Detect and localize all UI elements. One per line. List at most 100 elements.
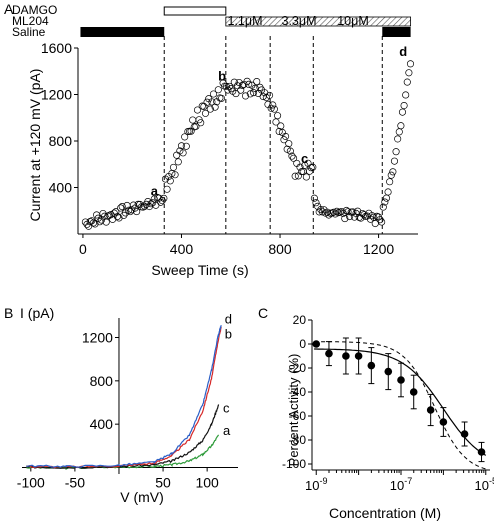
panel-a-treatment-bar: [382, 27, 411, 37]
panel-b: 400 800 1200 -100 -50 50 100 ac bd: [17, 311, 238, 491]
panel-c-data-point: [354, 352, 363, 360]
panel-c-data-point: [342, 352, 350, 360]
panel-a-data-point: [174, 158, 182, 166]
panel-a-data-point: [397, 122, 405, 130]
panel-a-concentration-label: 1.1μM: [228, 14, 263, 28]
panel-a-data-point: [309, 163, 317, 171]
panel-a-data-point: [232, 90, 240, 98]
panel-a-data-point: [379, 203, 387, 211]
panel-a-data-point: [86, 218, 94, 226]
panel-a-annotation: a: [151, 184, 159, 199]
panel-a-data-point: [270, 105, 278, 113]
panel-a-data-point: [403, 78, 411, 86]
panel-a-data-point: [222, 82, 230, 90]
panel-a-data-point: [376, 216, 384, 224]
panel-a-data-point: [398, 108, 407, 116]
panel-c-data-point: [325, 349, 333, 358]
panel-a-data-point: [384, 188, 392, 196]
panel-c-xtick-label: 10-9: [305, 476, 327, 493]
panel-a-data-point: [225, 82, 234, 90]
panel-a-data-point: [400, 102, 408, 110]
panel-a-data-point: [381, 198, 389, 206]
panel-b-xtick-label: -50: [65, 475, 85, 491]
panel-c-data-point: [439, 418, 448, 426]
panel-a-data-point: [179, 149, 187, 157]
panel-a-data-point: [201, 109, 210, 117]
panel-b-trace-label: b: [225, 327, 232, 342]
panel-a-data-point: [206, 105, 214, 113]
panel-label-b: B: [4, 305, 13, 321]
panel-b-xtick-label: -100: [17, 475, 45, 491]
panel-a-data-point: [395, 128, 403, 136]
panel-c-data-point: [426, 406, 435, 414]
panel-b-trace-b: [26, 326, 222, 469]
panel-a-data-point: [209, 90, 218, 98]
panel-a-data-point: [158, 197, 166, 205]
panel-a-treatment-bar: [225, 16, 412, 27]
panel-label-a: A: [4, 1, 14, 17]
panel-c-data-point: [312, 340, 321, 348]
panel-a-data-point: [360, 211, 368, 219]
panel-c-ytick-label: -60: [289, 409, 307, 423]
panel-a-data-point: [203, 98, 211, 106]
panel-a-data-point: [290, 154, 298, 162]
panel-a-data-point: [224, 86, 232, 94]
panel-a-data-point: [217, 94, 226, 102]
panel-a-xtick-label: 800: [268, 241, 292, 257]
panel-a-data-point: [341, 215, 349, 223]
panel-c-data-point: [367, 361, 376, 370]
panel-a-data-point: [291, 172, 299, 180]
panel-label-c: C: [258, 305, 268, 321]
panel-a-data-point: [390, 157, 399, 165]
panel-a-data-point: [227, 85, 235, 93]
panel-a-treatment-bar: [80, 27, 165, 37]
panel-b-xtick-label: 50: [155, 475, 171, 491]
panel-c-ylabel: Percent Activity (%): [286, 354, 301, 467]
panel-a-data-point: [317, 206, 325, 214]
panel-a-data-point: [286, 147, 294, 155]
panel-a-data-point: [169, 163, 178, 171]
panel-a-data-point: [394, 135, 402, 143]
panel-a-data-point: [118, 203, 126, 211]
panel-a-data-point: [208, 98, 216, 106]
panel-a-data-point: [246, 90, 254, 98]
panel-a-data-point: [177, 142, 186, 150]
panel-a-data-point: [214, 86, 222, 94]
panel-a-data-point: [378, 218, 386, 226]
panel-a-treatment-bar: [163, 6, 227, 16]
panel-a-data-point: [267, 104, 275, 112]
panel-c-ytick-label: -20: [289, 361, 307, 375]
panel-a-data-point: [163, 185, 171, 193]
panel-a-data-point: [125, 206, 133, 214]
panel-a-data-point: [293, 159, 301, 167]
panel-a-data-point: [269, 101, 277, 109]
panel-a-data-point: [402, 91, 410, 99]
panel-a-data-point: [85, 222, 93, 230]
panel-a-data-point: [349, 208, 357, 216]
panel-a-data-point: [181, 133, 189, 141]
panel-a-data-point: [387, 171, 395, 179]
panel-a-data-point: [173, 151, 181, 159]
panel-a-data-point: [275, 127, 283, 136]
panel-a-data-point: [406, 60, 415, 68]
panel-a-data-point: [171, 171, 179, 179]
panel-a-data-point: [310, 194, 318, 202]
panel-a-data-point: [211, 103, 219, 111]
panel-a-bar-label: ML204: [12, 14, 49, 28]
panel-b-trace-d: [26, 325, 222, 468]
panel-c: 20 0 -20 -40 -60 -80 -100 10-9 10-7 10-5: [282, 313, 494, 493]
panel-c-data-point: [460, 430, 469, 438]
panel-a-xtick-label: 400: [170, 241, 194, 257]
panel-b-trace-label: a: [223, 423, 231, 438]
panel-a-data-point: [333, 207, 341, 215]
panel-a-data-point: [193, 106, 202, 114]
panel-a-xtick-label: 0: [79, 241, 87, 257]
panel-a-data-point: [280, 136, 288, 144]
panel-a-data-point: [141, 202, 149, 210]
panel-c-data-point: [477, 448, 486, 456]
panel-b-xtick-label: 100: [195, 475, 219, 491]
panel-c-data-point: [409, 388, 418, 396]
panel-a-data-point: [189, 116, 197, 124]
panel-a-data-point: [392, 148, 400, 156]
panel-a-data-point: [120, 211, 128, 219]
